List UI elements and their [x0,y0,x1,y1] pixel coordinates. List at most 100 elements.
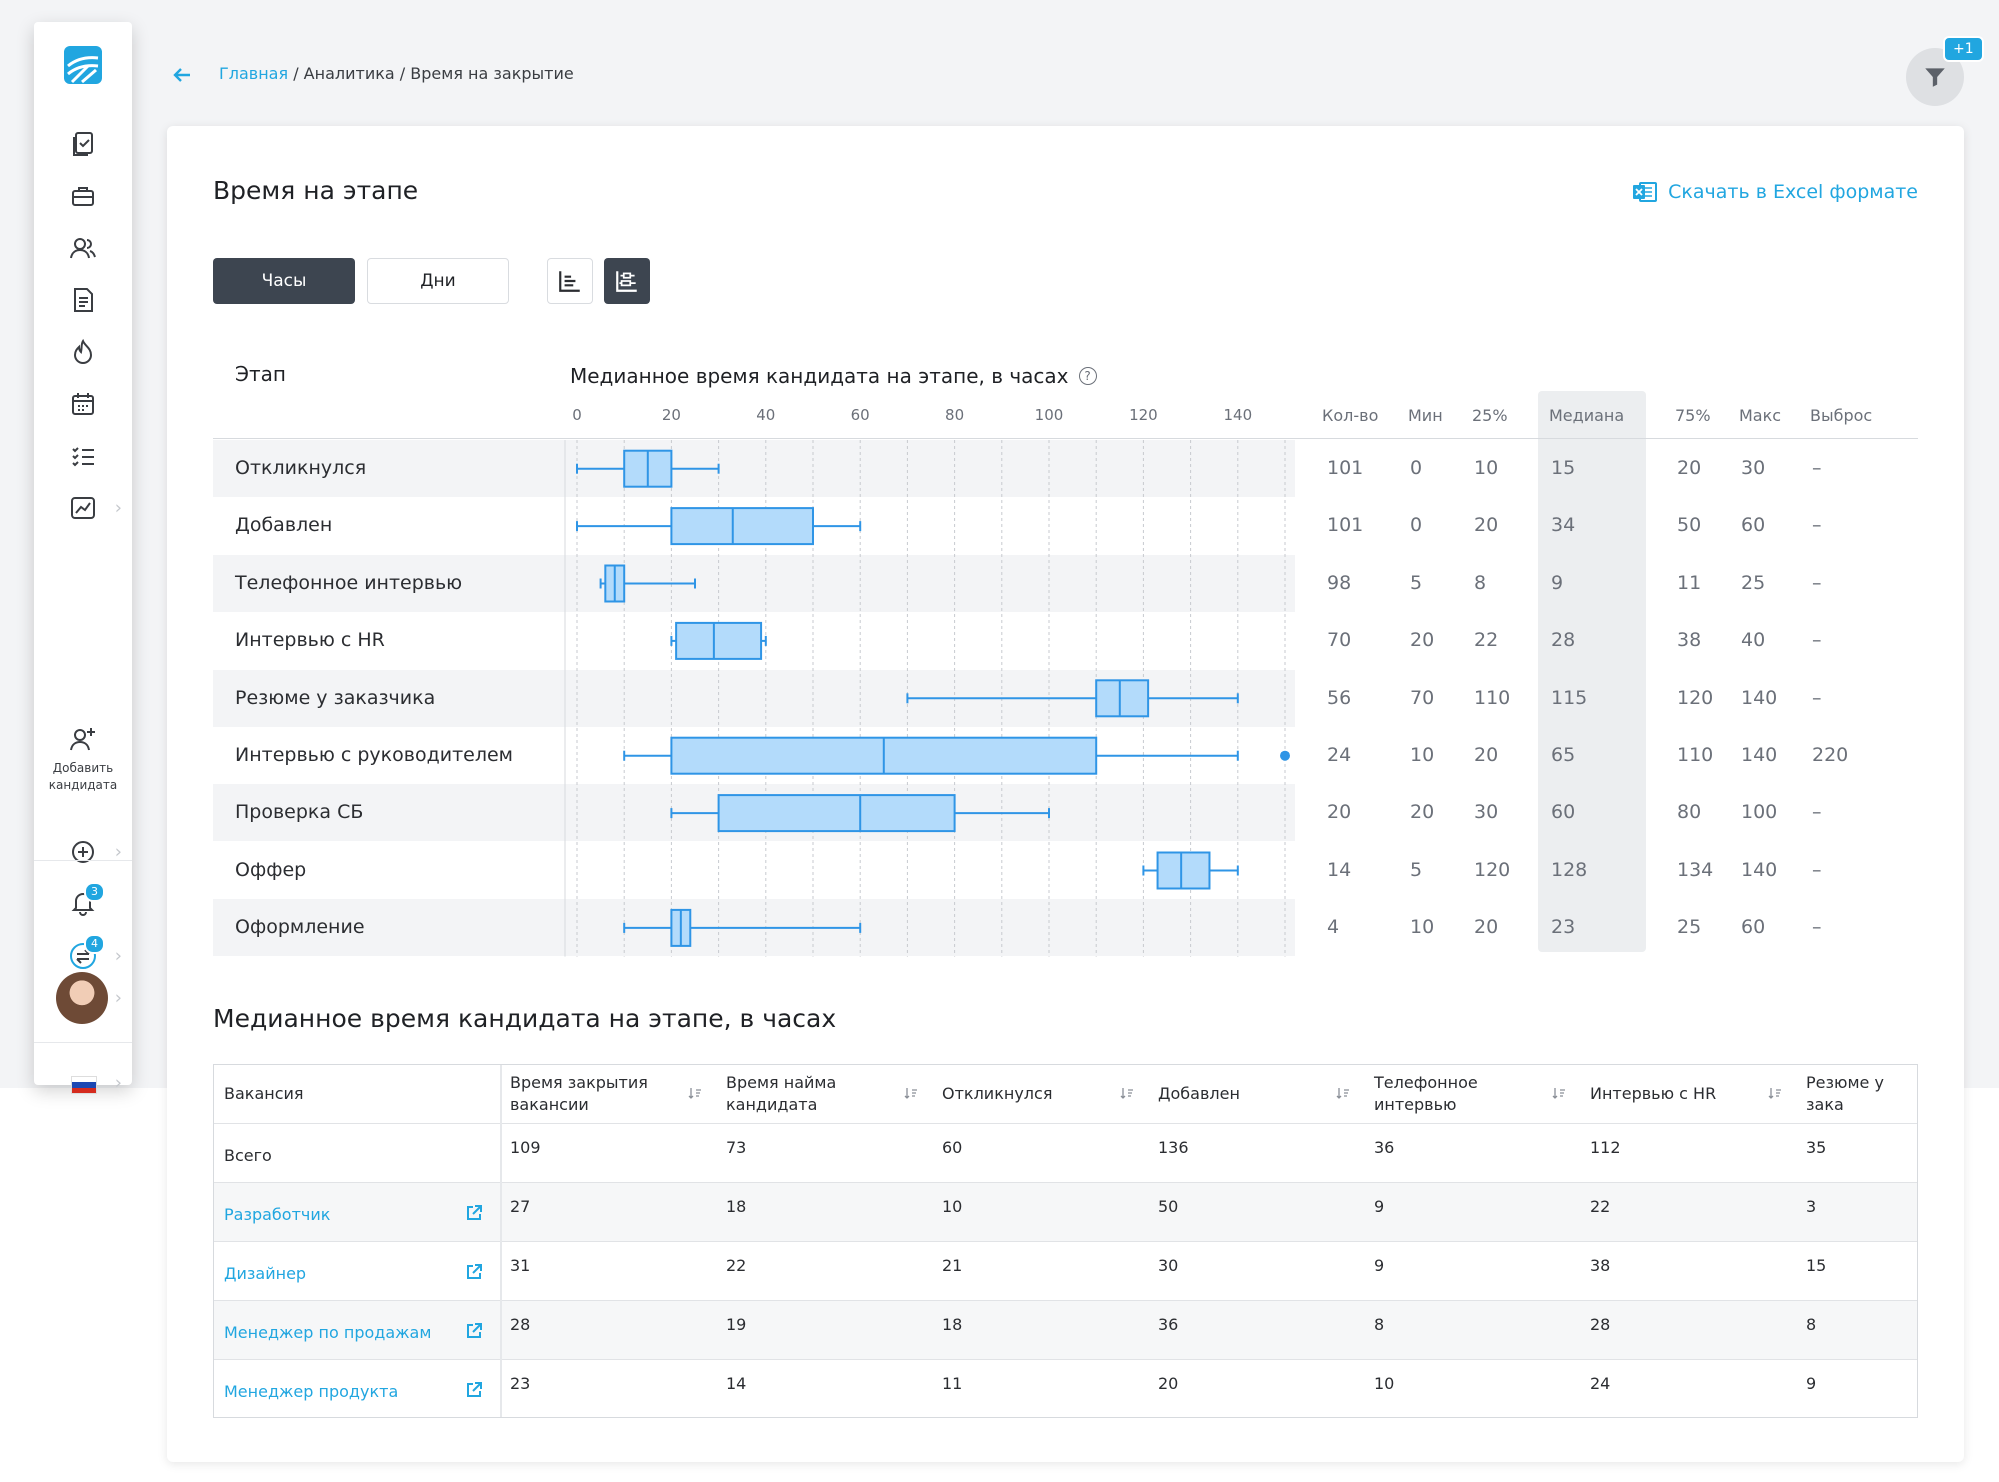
vacancy-link[interactable]: Дизайнер [224,1264,307,1283]
page-title: Время на этапе [213,176,419,205]
vacancy-link[interactable]: Менеджер продукта [224,1382,399,1401]
sidebar-item-vacancies[interactable] [34,174,132,218]
stat-value-max: 60 [1741,916,1766,939]
table-cell: 24 [1590,1374,1611,1393]
table-header-cell[interactable]: Телефонное интервью [1374,1065,1478,1123]
vacancy-link[interactable]: Разработчик [224,1205,331,1224]
back-arrow-icon[interactable] [170,63,194,87]
table-cell: 11 [942,1374,963,1393]
x-axis-tick-label: 140 [1223,406,1253,424]
sidebar-item-calendar[interactable] [34,382,132,426]
table-header-cell[interactable]: Время закрытия вакансии [510,1065,648,1123]
sort-icon[interactable] [904,1086,918,1100]
table-cell: 112 [1590,1138,1621,1157]
breadcrumb-separator: / [394,64,411,83]
box-iqr [717,794,956,833]
stat-value-median: 115 [1551,686,1588,709]
boxplot-view-button[interactable] [604,258,650,304]
sidebar-item-notifications[interactable]: 3 [34,880,132,924]
stat-value-max: 140 [1741,686,1778,709]
external-link-icon[interactable] [464,1203,484,1223]
sidebar-item-hot[interactable] [34,330,132,374]
sidebar-item-create[interactable]: › [34,830,132,874]
fire-icon [73,338,93,364]
sidebar-item-tasks[interactable] [34,122,132,166]
x-axis-tick-label: 80 [945,406,965,424]
sort-icon[interactable] [688,1086,702,1100]
download-excel-link[interactable]: Скачать в Excel формате [1632,180,1918,204]
table-cell: 9 [1374,1197,1385,1216]
chevron-right-icon: › [114,497,122,519]
sidebar-item-activity[interactable]: 4 › [34,934,132,978]
sidebar-item-documents[interactable] [34,278,132,322]
stat-column-header: 75% [1675,406,1711,425]
help-icon[interactable]: ? [1078,367,1097,385]
sort-icon[interactable] [1336,1086,1350,1100]
table-header-cell[interactable]: Интервью с HR [1590,1065,1716,1123]
stat-value-min: 0 [1410,514,1423,537]
filter-count-badge: +1 [1943,36,1984,62]
external-link-icon[interactable] [464,1262,484,1282]
stat-column-header: Кол-во [1322,406,1379,425]
table-header-cell[interactable]: Откликнулся [942,1065,1052,1123]
stat-value-median: 34 [1551,514,1576,537]
language-flag-icon[interactable] [71,1076,97,1094]
table-header-cell[interactable]: Вакансия [224,1065,304,1123]
stat-value-count: 4 [1327,916,1340,939]
table-row: Всего 109 73 60 136 36 112 35 [214,1123,1917,1183]
stat-value-count: 70 [1327,629,1352,652]
table-cell: 22 [726,1256,747,1275]
sort-icon[interactable] [1552,1086,1566,1100]
stat-value-median: 23 [1551,916,1576,939]
table-header-label: Телефонное [1374,1073,1478,1092]
table-header-cell[interactable]: Время найма кандидата [726,1065,836,1123]
x-axis-tick-label: 120 [1129,406,1158,424]
stat-value-min: 10 [1410,916,1435,939]
table-header-label: Резюме у зака [1806,1073,1884,1114]
external-link-icon[interactable] [464,1380,484,1400]
table-row: Дизайнер 31 22 21 30 9 38 15 [214,1241,1917,1301]
breadcrumb-separator: / [288,64,304,83]
stat-value-outlier: – [1812,858,1822,881]
stat-value-q3: 11 [1677,571,1702,594]
toggle-hours-button[interactable]: Часы [213,258,355,304]
sidebar-divider [34,860,132,861]
sidebar-item-analytics[interactable]: › [34,486,132,530]
briefcase-icon [72,187,94,206]
table-header-cell[interactable]: Добавлен [1158,1065,1240,1123]
table-cell: 18 [942,1315,963,1334]
checklist-doc-icon [73,132,93,156]
sidebar-item-checklist[interactable] [34,434,132,478]
breadcrumb-analytics[interactable]: Аналитика [303,64,395,83]
stage-label: Оффер [235,858,307,881]
table-cell: 18 [726,1197,747,1216]
app-logo[interactable] [62,44,104,86]
table-cell: 8 [1374,1315,1385,1334]
table-cell: 28 [1590,1315,1611,1334]
table-header-cell[interactable]: Резюме у зака [1806,1065,1917,1123]
bar-chart-view-button[interactable] [547,258,593,304]
vacancy-link[interactable]: Менеджер по продажам [224,1323,432,1342]
sidebar-item-candidates[interactable] [34,226,132,270]
user-avatar[interactable] [56,972,108,1024]
stat-value-q1: 20 [1474,916,1499,939]
stage-label: Интервью с руководителем [235,744,514,766]
external-link-icon[interactable] [464,1321,484,1341]
sort-icon[interactable] [1768,1086,1782,1100]
stat-value-count: 101 [1327,457,1364,479]
notifications-badge: 3 [84,882,105,902]
table-cell: 38 [1590,1256,1611,1275]
breadcrumb-home[interactable]: Главная [219,64,289,83]
stat-value-min: 5 [1410,858,1423,881]
table-row: Менеджер продукта 23 14 11 20 10 24 9 [214,1359,1917,1417]
stat-value-q1: 30 [1474,801,1499,824]
add-candidate-button[interactable]: Добавить кандидата [34,724,132,794]
toggle-days-button[interactable]: Дни [367,258,509,304]
outlier-point [1280,750,1290,761]
stat-value-max: 100 [1741,801,1778,824]
stat-value-q3: 50 [1677,514,1702,537]
table-row: Менеджер по продажам 28 19 18 36 8 28 8 [214,1300,1917,1360]
total-label: Всего [224,1146,272,1165]
stage-label: Проверка СБ [235,801,364,824]
sort-icon[interactable] [1120,1086,1134,1100]
